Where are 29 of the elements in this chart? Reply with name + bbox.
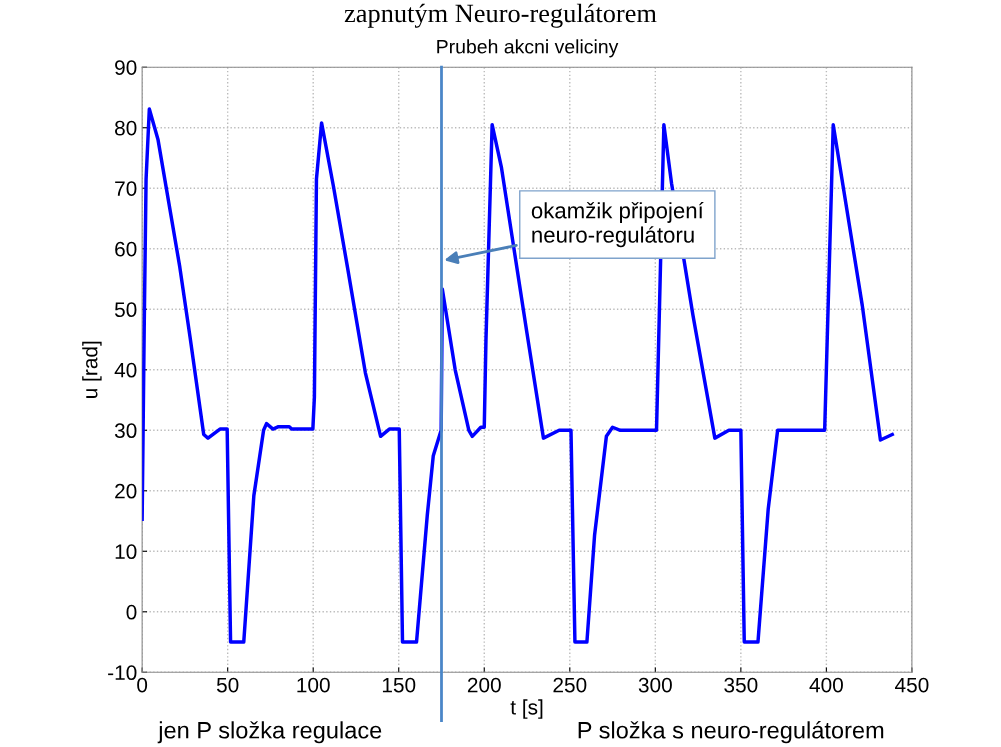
y-tick-label: 90 <box>115 60 137 75</box>
y-tick-label: 80 <box>115 120 137 136</box>
text: P složka s neuro-regulátorem <box>578 720 884 744</box>
text: zapnutým Neuro-regulátorem <box>344 3 657 28</box>
line-series <box>142 107 894 644</box>
x-tick-label: 250 <box>553 677 587 693</box>
y-tick-label: 50 <box>114 302 137 318</box>
chart-title: Prubeh akcni veliciny <box>437 39 619 58</box>
x-tick-label: 350 <box>724 677 758 693</box>
x-tick-label: 0 <box>137 677 148 693</box>
y-tick-label: 40 <box>114 362 137 378</box>
x-tick-label: 200 <box>467 677 501 693</box>
x-axis-title: t [s] <box>510 699 543 719</box>
x-tick-label: 50 <box>216 677 239 693</box>
y-tick-label: 20 <box>115 483 137 499</box>
y-tick-label: 0 <box>126 604 137 620</box>
x-tick-label: 400 <box>809 677 843 693</box>
text: jen P složka regulace <box>157 721 382 744</box>
y-tick-label: 10 <box>115 544 137 560</box>
x-tick-label: 100 <box>297 677 330 693</box>
annotation: okamžik připojení neuro-regulátoru <box>531 201 704 248</box>
y-tick-label: 30 <box>114 423 137 439</box>
y-tick-label: 60 <box>115 241 137 257</box>
y-tick-label: 70 <box>115 181 137 196</box>
x-tick-label: 450 <box>895 677 929 693</box>
x-tick-label: 300 <box>638 677 672 693</box>
x-tick-label: 150 <box>382 677 416 693</box>
y-axis-title: u [rad] <box>82 341 102 398</box>
y-tick-label: -10 <box>108 665 137 681</box>
